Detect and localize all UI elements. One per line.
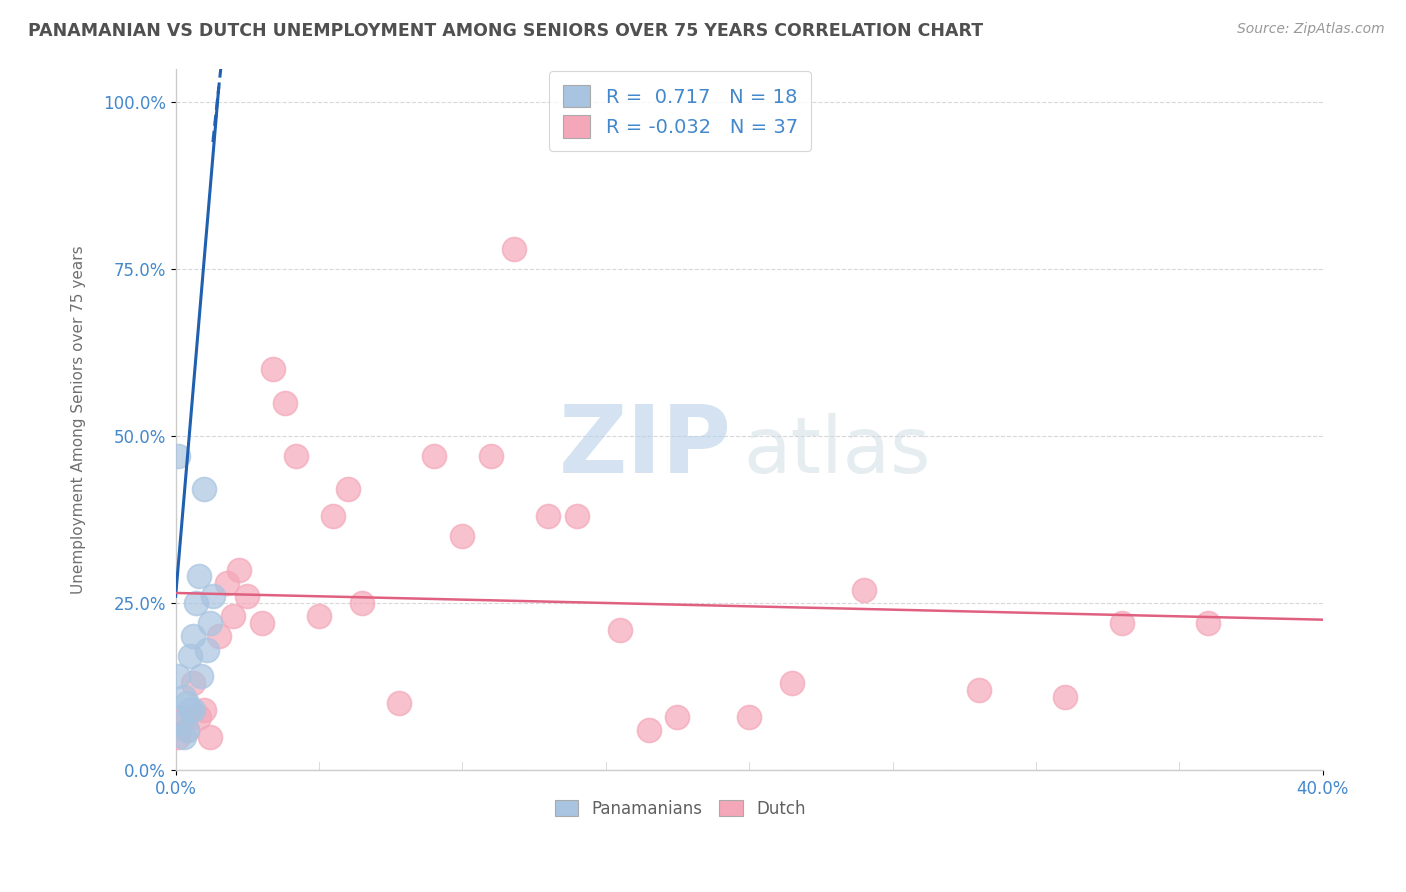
Point [167,449,190,463]
Point [208,629,231,643]
Point [222,609,245,624]
Point [780,676,803,690]
Point [176,723,198,737]
Point [187,569,209,583]
Text: PANAMANIAN VS DUTCH UNEMPLOYMENT AMONG SENIORS OVER 75 YEARS CORRELATION CHART: PANAMANIAN VS DUTCH UNEMPLOYMENT AMONG S… [28,22,983,40]
Point [195,642,218,657]
Point [1053,690,1076,704]
Point [322,509,344,524]
Point [609,623,631,637]
Point [503,242,526,256]
Point [187,709,209,723]
Point [967,682,990,697]
Point [179,649,201,664]
Point [479,449,502,463]
Point [666,709,689,723]
Legend: Panamanians, Dutch: Panamanians, Dutch [548,794,813,825]
Point [173,730,195,744]
Point [201,589,224,603]
Point [336,483,359,497]
Point [236,589,259,603]
Point [537,509,560,524]
Point [388,696,411,710]
Text: atlas: atlas [744,413,931,489]
Point [176,696,198,710]
Point [308,609,330,624]
Point [738,709,761,723]
Point [273,395,295,409]
Text: Source: ZipAtlas.com: Source: ZipAtlas.com [1237,22,1385,37]
Point [228,563,250,577]
Point [217,576,239,591]
Point [181,676,204,690]
Point [852,582,875,597]
Point [170,709,193,723]
Point [190,669,212,683]
Y-axis label: Unemployment Among Seniors over 75 years: Unemployment Among Seniors over 75 years [72,245,86,593]
Point [350,596,373,610]
Point [170,716,193,731]
Point [181,703,204,717]
Point [1111,615,1133,630]
Point [262,362,284,376]
Point [422,449,444,463]
Point [167,730,190,744]
Point [565,509,588,524]
Point [176,723,198,737]
Point [1197,615,1219,630]
Point [193,483,215,497]
Point [193,703,215,717]
Point [167,669,190,683]
Point [179,703,201,717]
Point [451,529,474,543]
Point [198,730,221,744]
Point [181,629,204,643]
Point [184,596,207,610]
Point [285,449,308,463]
Point [250,615,273,630]
Point [173,690,195,704]
Point [637,723,659,737]
Text: ZIP: ZIP [560,401,733,493]
Point [198,615,221,630]
